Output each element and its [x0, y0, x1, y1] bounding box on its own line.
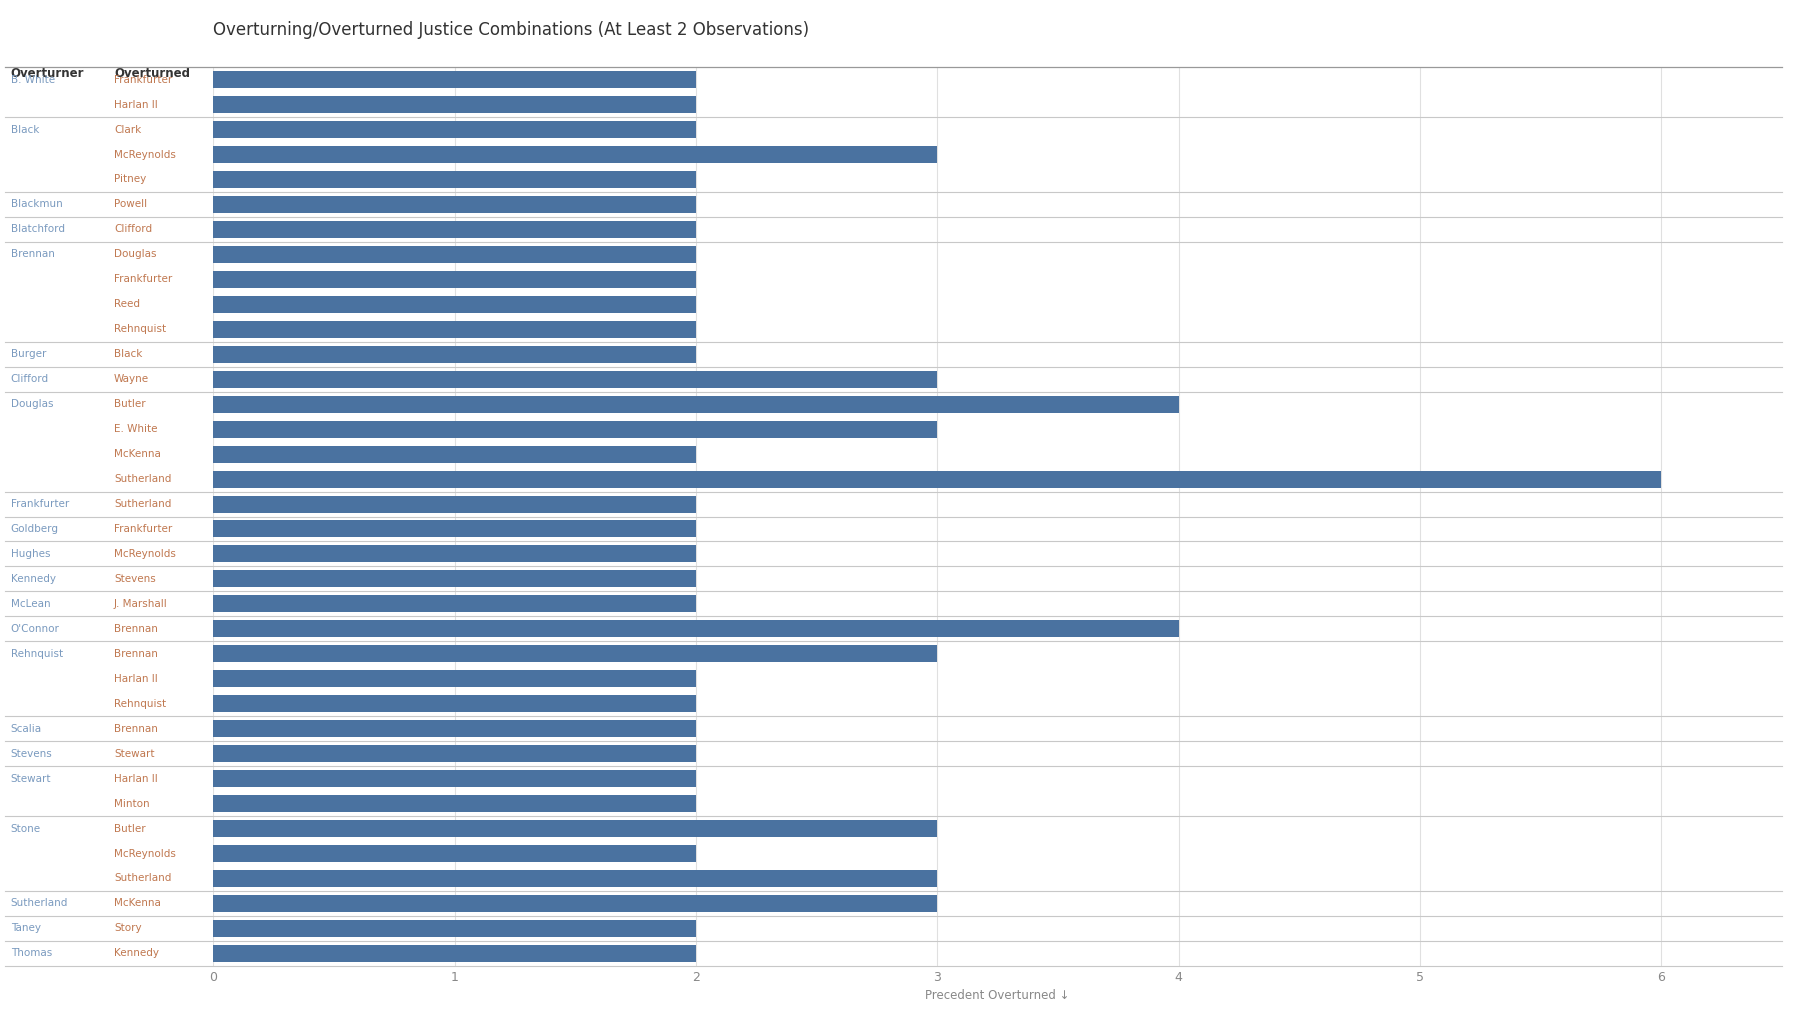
Bar — [213, 720, 696, 738]
Bar — [213, 595, 696, 613]
Text: Brennan: Brennan — [114, 649, 157, 659]
Text: Wayne: Wayne — [114, 374, 148, 384]
Text: Overturning/Overturned Justice Combinations (At Least 2 Observations): Overturning/Overturned Justice Combinati… — [213, 22, 810, 39]
Text: McReynolds: McReynolds — [114, 848, 175, 858]
Bar — [213, 121, 696, 138]
Bar — [213, 895, 937, 912]
Text: McLean: McLean — [11, 599, 51, 608]
Bar — [213, 695, 696, 712]
Text: Rehnquist: Rehnquist — [11, 649, 63, 659]
Text: Douglas: Douglas — [114, 249, 156, 259]
Text: Clifford: Clifford — [114, 224, 152, 234]
Bar — [213, 420, 937, 438]
Bar — [213, 171, 696, 188]
Bar — [213, 96, 696, 113]
Text: Story: Story — [114, 924, 141, 934]
Text: Harlan II: Harlan II — [114, 774, 157, 784]
Text: Overturner: Overturner — [11, 67, 85, 81]
Text: Burger: Burger — [11, 349, 47, 359]
Text: Hughes: Hughes — [11, 549, 51, 559]
Text: Stewart: Stewart — [11, 774, 51, 784]
Text: Sutherland: Sutherland — [114, 499, 172, 509]
Bar — [213, 371, 937, 387]
Text: Taney: Taney — [11, 924, 42, 934]
Text: Butler: Butler — [114, 399, 145, 409]
Text: Brennan: Brennan — [11, 249, 54, 259]
Bar — [213, 71, 696, 88]
Bar — [213, 396, 1179, 412]
Bar — [213, 545, 696, 562]
Bar — [213, 196, 696, 213]
Bar — [213, 346, 696, 363]
Text: McReynolds: McReynolds — [114, 150, 175, 159]
Text: Pitney: Pitney — [114, 175, 147, 185]
Text: Minton: Minton — [114, 799, 150, 809]
Text: O'Connor: O'Connor — [11, 624, 60, 634]
Text: Overturned: Overturned — [114, 67, 190, 81]
Text: Frankfurter: Frankfurter — [114, 275, 172, 284]
Text: McKenna: McKenna — [114, 449, 161, 459]
Bar — [213, 745, 696, 762]
Text: E. White: E. White — [114, 425, 157, 434]
Bar — [213, 771, 696, 787]
Bar — [213, 870, 937, 887]
Text: Kennedy: Kennedy — [11, 574, 56, 584]
Bar — [213, 295, 696, 313]
X-axis label: Precedent Overturned ↓: Precedent Overturned ↓ — [926, 990, 1069, 1002]
Bar — [213, 221, 696, 238]
Bar — [213, 321, 696, 338]
Bar — [213, 521, 696, 537]
Text: Rehnquist: Rehnquist — [114, 698, 166, 709]
Text: Sutherland: Sutherland — [114, 474, 172, 484]
Text: Butler: Butler — [114, 823, 145, 834]
Text: Clifford: Clifford — [11, 374, 49, 384]
Text: Sutherland: Sutherland — [114, 874, 172, 883]
Text: Powell: Powell — [114, 199, 147, 210]
Text: Black: Black — [11, 125, 40, 134]
Text: Blackmun: Blackmun — [11, 199, 63, 210]
Bar — [213, 621, 1179, 637]
Text: Stevens: Stevens — [114, 574, 156, 584]
Text: Scalia: Scalia — [11, 724, 42, 733]
Bar — [213, 570, 696, 588]
Text: B. White: B. White — [11, 74, 54, 85]
Text: Brennan: Brennan — [114, 624, 157, 634]
Bar — [213, 820, 937, 837]
Bar — [213, 920, 696, 937]
Bar — [213, 271, 696, 288]
Text: Brennan: Brennan — [114, 724, 157, 733]
Text: Harlan II: Harlan II — [114, 99, 157, 109]
Text: Stewart: Stewart — [114, 749, 154, 758]
Text: Frankfurter: Frankfurter — [114, 74, 172, 85]
Text: J. Marshall: J. Marshall — [114, 599, 168, 608]
Text: McReynolds: McReynolds — [114, 549, 175, 559]
Bar — [213, 496, 696, 512]
Bar — [213, 471, 1661, 488]
Text: Stone: Stone — [11, 823, 42, 834]
Bar — [213, 670, 696, 687]
Text: McKenna: McKenna — [114, 899, 161, 908]
Text: Frankfurter: Frankfurter — [11, 499, 69, 509]
Bar — [213, 646, 937, 662]
Text: Harlan II: Harlan II — [114, 674, 157, 684]
Text: Thomas: Thomas — [11, 948, 52, 959]
Text: Rehnquist: Rehnquist — [114, 324, 166, 335]
Bar — [213, 795, 696, 812]
Text: Frankfurter: Frankfurter — [114, 524, 172, 534]
Bar — [213, 146, 937, 163]
Text: Black: Black — [114, 349, 143, 359]
Text: Clark: Clark — [114, 125, 141, 134]
Text: Blatchford: Blatchford — [11, 224, 65, 234]
Text: Goldberg: Goldberg — [11, 524, 60, 534]
Bar — [213, 945, 696, 962]
Bar — [213, 246, 696, 262]
Text: Sutherland: Sutherland — [11, 899, 69, 908]
Text: Reed: Reed — [114, 300, 139, 309]
Bar — [213, 845, 696, 862]
Text: Douglas: Douglas — [11, 399, 52, 409]
Text: Kennedy: Kennedy — [114, 948, 159, 959]
Bar — [213, 445, 696, 463]
Text: Stevens: Stevens — [11, 749, 52, 758]
